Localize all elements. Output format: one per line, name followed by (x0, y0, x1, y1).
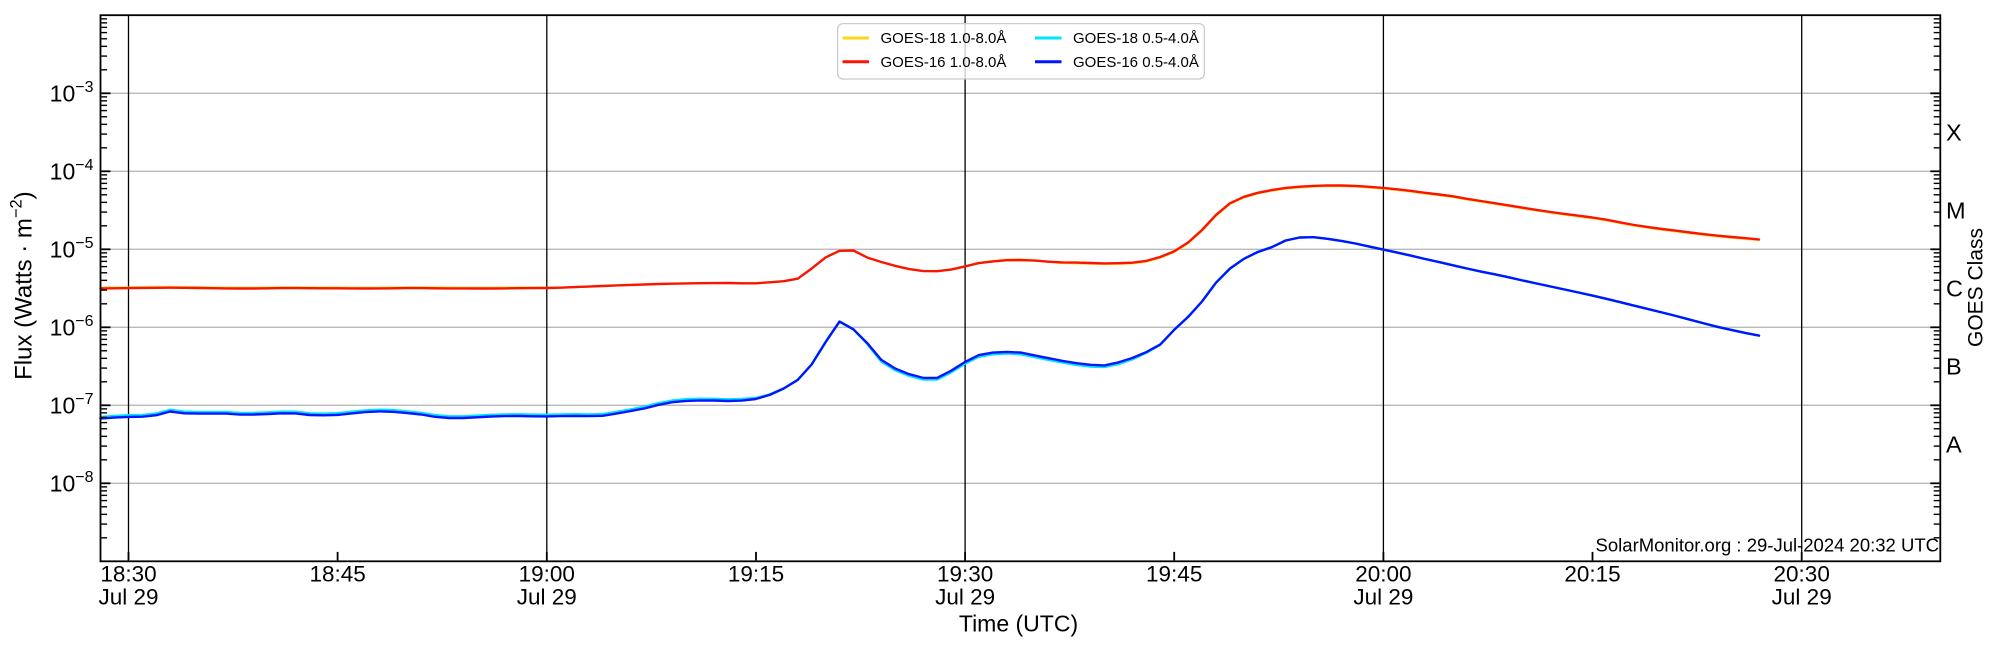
svg-text:19:30: 19:30 (937, 562, 993, 587)
svg-text:Jul 29: Jul 29 (98, 585, 158, 610)
svg-text:20:15: 20:15 (1564, 562, 1620, 587)
svg-text:20:30: 20:30 (1774, 562, 1830, 587)
svg-text:GOES-16 0.5-4.0Å: GOES-16 0.5-4.0Å (1073, 54, 1199, 71)
svg-text:10−8: 10−8 (50, 469, 94, 497)
svg-text:Time (UTC): Time (UTC) (959, 611, 1078, 637)
svg-text:C: C (1946, 275, 1963, 301)
svg-text:18:30: 18:30 (100, 562, 156, 587)
svg-text:GOES-18 0.5-4.0Å: GOES-18 0.5-4.0Å (1073, 30, 1199, 47)
svg-text:GOES Class: GOES Class (1965, 228, 1988, 347)
svg-text:M: M (1946, 197, 1966, 223)
svg-text:A: A (1946, 431, 1962, 457)
svg-text:18:45: 18:45 (309, 562, 365, 587)
svg-text:GOES-16 1.0-8.0Å: GOES-16 1.0-8.0Å (881, 54, 1007, 71)
svg-text:19:45: 19:45 (1146, 562, 1202, 587)
svg-text:20:00: 20:00 (1355, 562, 1411, 587)
svg-text:SolarMonitor.org : 29-Jul-2024: SolarMonitor.org : 29-Jul-2024 20:32 UTC (1596, 535, 1939, 556)
svg-text:Jul 29: Jul 29 (1772, 585, 1832, 610)
svg-text:19:00: 19:00 (519, 562, 575, 587)
svg-text:B: B (1946, 353, 1962, 379)
svg-text:Flux (Watts · m−2): Flux (Watts · m−2) (8, 191, 38, 380)
svg-text:GOES-18 1.0-8.0Å: GOES-18 1.0-8.0Å (881, 30, 1007, 47)
svg-text:19:15: 19:15 (728, 562, 784, 587)
svg-text:X: X (1946, 119, 1962, 145)
svg-text:Jul 29: Jul 29 (517, 585, 577, 610)
svg-text:Jul 29: Jul 29 (935, 585, 995, 610)
svg-text:Jul 29: Jul 29 (1353, 585, 1413, 610)
